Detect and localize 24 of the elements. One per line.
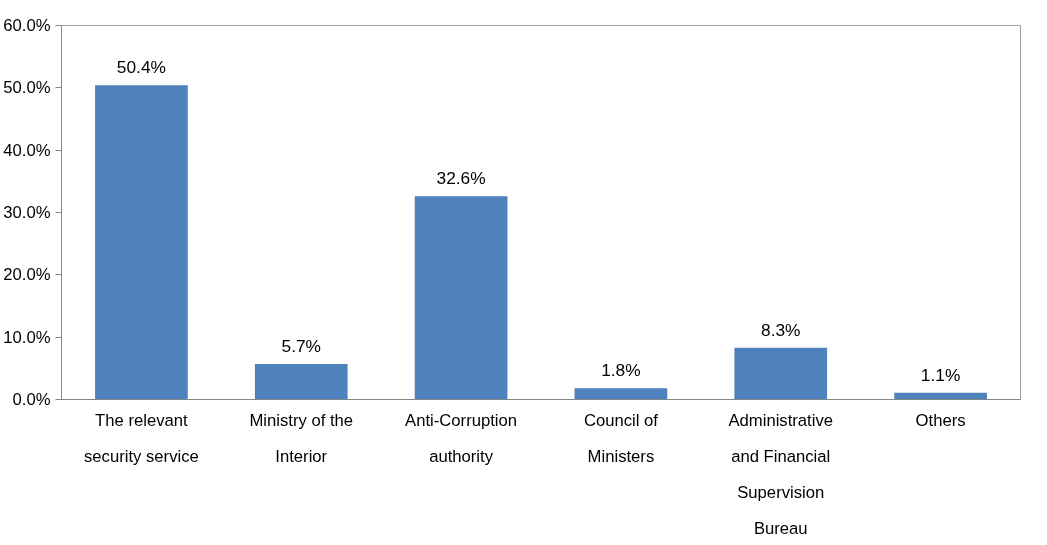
y-tick-label: 10.0% bbox=[3, 327, 51, 347]
bar bbox=[574, 388, 668, 400]
y-tick-label: 60.0% bbox=[3, 16, 51, 35]
data-label: 8.3% bbox=[761, 319, 801, 340]
y-tick-label: 50.0% bbox=[3, 78, 51, 98]
y-tick-label: 40.0% bbox=[3, 140, 51, 160]
y-tick-label: 20.0% bbox=[3, 265, 51, 285]
x-tick-label: Administrative and Financial Supervision Bureau bbox=[728, 410, 834, 538]
y-tick-label: 30.0% bbox=[3, 203, 51, 222]
bar bbox=[254, 363, 348, 400]
x-tick-label: Council of Ministers bbox=[583, 410, 659, 466]
x-tick-label: Ministry of the Interior bbox=[249, 410, 354, 466]
x-tick-label: The relevant security service bbox=[84, 410, 199, 466]
data-label: 1.1% bbox=[920, 364, 961, 385]
x-tick-label: Anti-Corruption authority bbox=[405, 410, 518, 466]
bar bbox=[95, 85, 188, 400]
data-label: 50.4% bbox=[116, 57, 166, 78]
data-label: 32.6% bbox=[436, 168, 486, 189]
data-label: 1.8% bbox=[601, 360, 641, 381]
data-label: 5.7% bbox=[281, 335, 321, 356]
bar bbox=[734, 347, 828, 400]
y-tick-label: 0.0% bbox=[12, 390, 51, 409]
x-tick-label: Others bbox=[915, 410, 966, 430]
bar bbox=[414, 196, 508, 400]
